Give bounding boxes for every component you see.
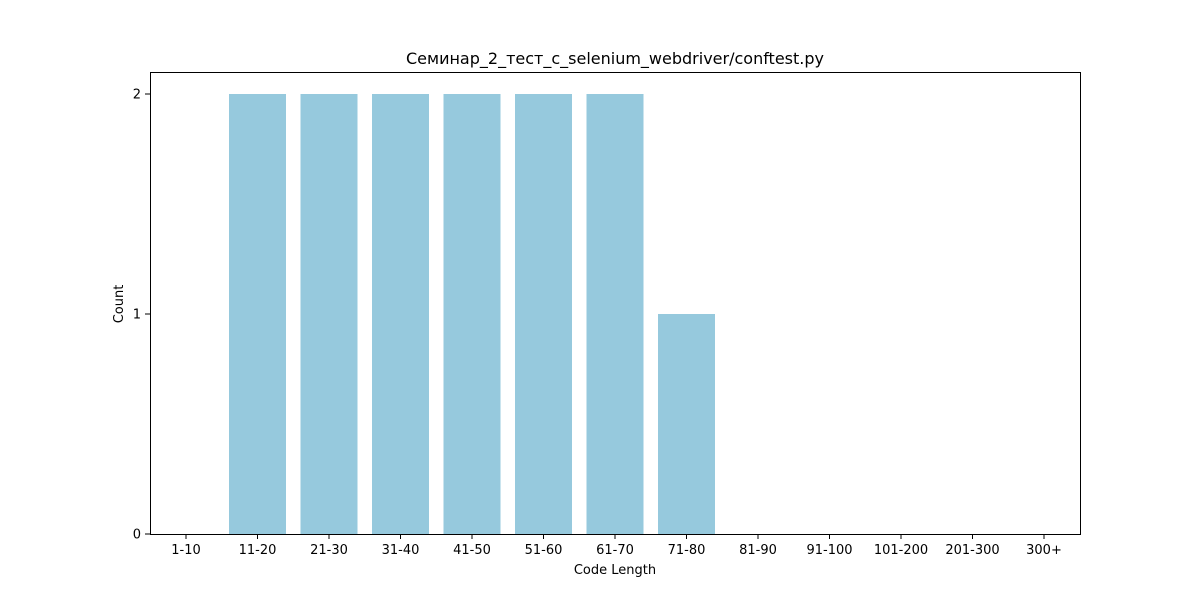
x-tick-label: 21-30: [310, 543, 348, 558]
x-tick-label: 1-10: [171, 543, 201, 558]
bars-layer: [229, 94, 715, 534]
bar-11-20: [229, 94, 286, 534]
x-tick-label: 51-60: [525, 543, 563, 558]
axes-frame: [150, 72, 1081, 535]
x-tick-label: 71-80: [668, 543, 706, 558]
x-tick-label: 11-20: [239, 543, 277, 558]
bar-21-30: [300, 94, 358, 534]
y-tick-label: 0: [133, 528, 141, 543]
x-tick-label: 31-40: [382, 543, 420, 558]
bar-61-70: [586, 94, 644, 534]
x-axis-label: Code Length: [574, 563, 656, 578]
y-tick-label: 2: [133, 88, 141, 103]
x-tick-label: 41-50: [453, 543, 491, 558]
bar-51-60: [515, 94, 572, 534]
y-axis-ticks: 0 1 2: [133, 88, 150, 543]
chart-title: Семинар_2_тест_с_selenium_webdriver/conf…: [406, 49, 824, 69]
x-axis-ticks: 1-10 11-20 21-30 31-40 41-50 51-60 61-70 71-80 8…: [171, 534, 1062, 558]
y-tick-label: 1: [133, 308, 141, 323]
x-tick-label: 201-300: [945, 543, 999, 558]
bar-31-40: [372, 94, 429, 534]
x-tick-label: 91-100: [806, 543, 852, 558]
x-tick-label: 101-200: [874, 543, 928, 558]
y-axis-label: Count: [112, 285, 127, 324]
x-tick-label: 81-90: [739, 543, 777, 558]
x-tick-label: 61-70: [596, 543, 634, 558]
x-tick-label: 300+: [1026, 543, 1062, 558]
bar-71-80: [658, 314, 715, 534]
bar-41-50: [443, 94, 501, 534]
